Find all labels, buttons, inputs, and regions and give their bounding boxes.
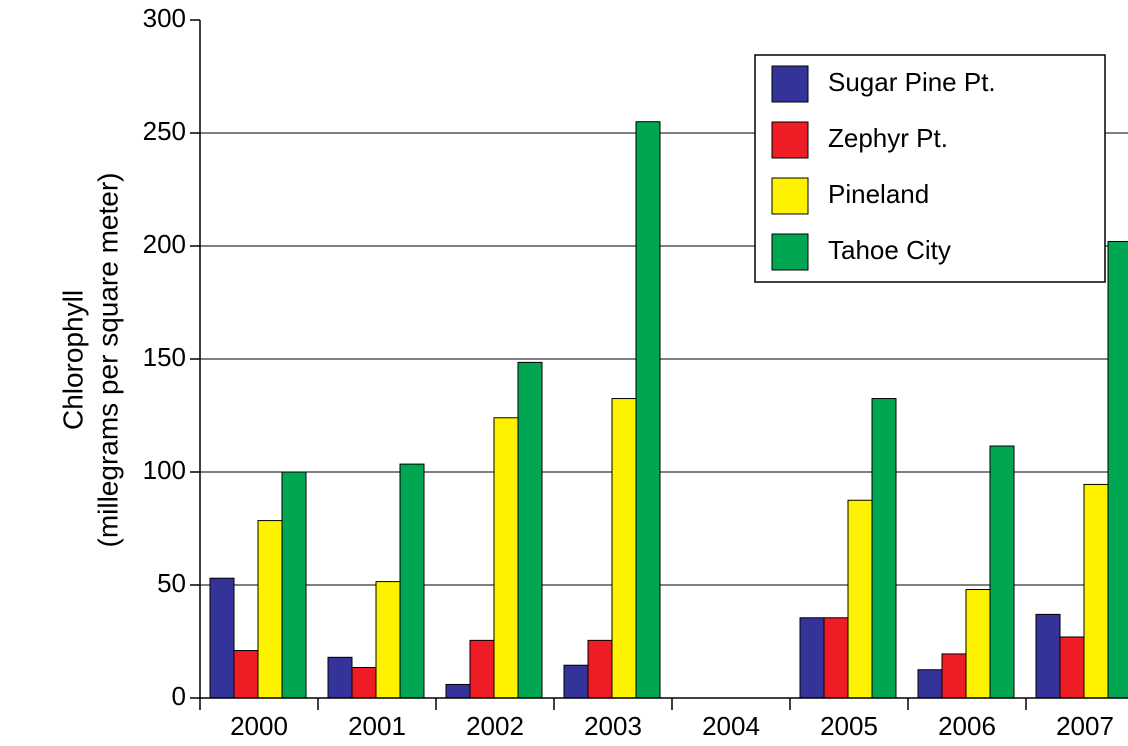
x-tick-label: 2002 (466, 711, 524, 741)
y-axis-label: Chlorophyll (57, 290, 88, 430)
y-tick-label: 250 (143, 116, 186, 146)
bar (871, 398, 897, 699)
bar (965, 589, 991, 699)
bar (587, 639, 613, 699)
legend-label: Tahoe City (828, 235, 951, 265)
y-tick-label: 100 (143, 455, 186, 485)
legend-swatch (771, 233, 809, 271)
x-tick-label: 2006 (938, 711, 996, 741)
bar (399, 463, 425, 699)
bar (209, 577, 235, 699)
x-tick-label: 2007 (1056, 711, 1114, 741)
x-tick-label: 2003 (584, 711, 642, 741)
y-tick-label: 150 (143, 342, 186, 372)
bar (917, 669, 943, 699)
bar (1059, 636, 1085, 699)
bar (493, 417, 519, 699)
x-tick-label: 2000 (230, 711, 288, 741)
bar (327, 656, 353, 699)
legend-swatch (771, 65, 809, 103)
bar (941, 653, 967, 699)
bar (375, 581, 401, 699)
y-tick-label: 300 (143, 3, 186, 33)
bar (351, 666, 377, 699)
legend-swatch (771, 177, 809, 215)
legend-label: Pineland (828, 179, 929, 209)
x-tick-label: 2005 (820, 711, 878, 741)
bar (257, 520, 283, 699)
y-tick-label: 0 (172, 681, 186, 711)
bar (1035, 613, 1061, 699)
bar (799, 617, 825, 699)
bar (611, 398, 637, 699)
legend-label: Sugar Pine Pt. (828, 67, 996, 97)
bar (1083, 483, 1109, 699)
bar (989, 445, 1015, 699)
x-tick-label: 2001 (348, 711, 406, 741)
bar (847, 499, 873, 699)
bar (445, 683, 471, 699)
y-tick-label: 200 (143, 229, 186, 259)
bar (635, 121, 661, 699)
legend-label: Zephyr Pt. (828, 123, 948, 153)
legend-box (754, 54, 1106, 283)
bar (563, 664, 589, 699)
legend-swatch (771, 121, 809, 159)
x-tick-label: 2004 (702, 711, 760, 741)
y-axis-label: (millegrams per square meter) (92, 173, 123, 548)
bar (233, 650, 259, 699)
bar (469, 639, 495, 699)
bar (281, 471, 307, 699)
bar (823, 617, 849, 699)
bar (1107, 240, 1128, 699)
bar (517, 361, 543, 699)
y-tick-label: 50 (157, 568, 186, 598)
